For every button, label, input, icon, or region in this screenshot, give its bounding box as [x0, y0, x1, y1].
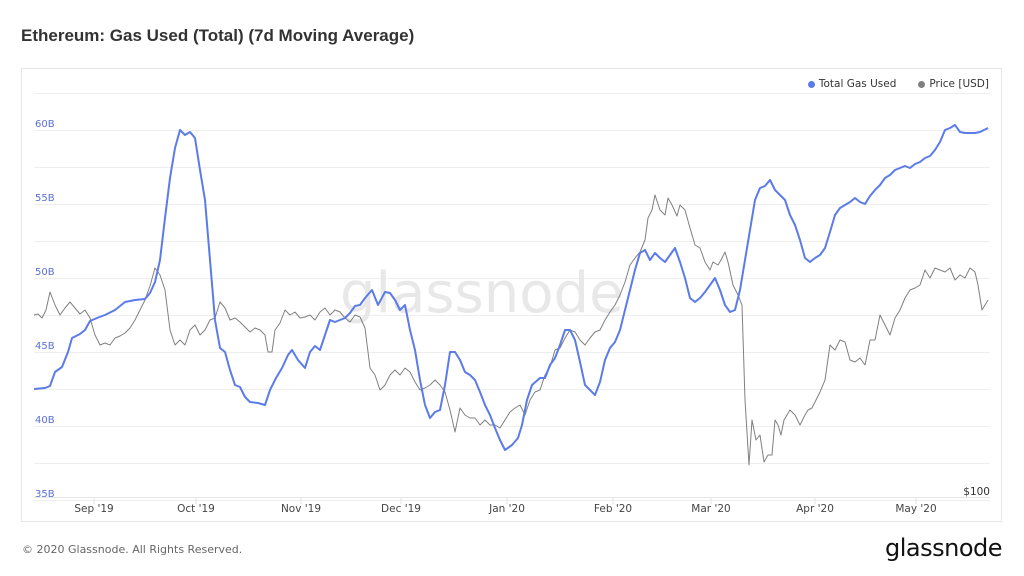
legend-item-gas[interactable]: Total Gas Used — [807, 78, 897, 90]
gridlines — [34, 93, 990, 501]
page-title: Ethereum: Gas Used (Total) (7d Moving Av… — [21, 26, 415, 45]
legend-label-price: Price [USD] — [929, 78, 989, 90]
y-tick-label: 55B — [35, 193, 55, 204]
gas-used-series-line — [33, 124, 989, 451]
x-axis-labels: Sep '19 Oct '19 Nov '19 Dec '19 Jan '20 Feb '… — [34, 497, 990, 515]
y-tick-label: 35B — [35, 489, 55, 500]
x-tick-label: May '20 — [895, 503, 936, 515]
y-tick-label: 60B — [35, 119, 55, 130]
copyright-text: © 2020 Glassnode. All Rights Reserved. — [22, 543, 243, 556]
x-tick-label: Mar '20 — [691, 503, 730, 515]
y-axis-labels: 35B 40B 45B 50B 55B 60B — [35, 119, 55, 500]
x-tick-label: Jan '20 — [488, 503, 525, 515]
x-tick-label: Apr '20 — [796, 503, 834, 515]
right-axis-label: $100 — [963, 486, 990, 498]
legend-dot-price-icon — [918, 80, 926, 88]
x-tick-label: Dec '19 — [381, 503, 421, 515]
y-tick-label: 45B — [35, 341, 55, 352]
price-series-line — [33, 194, 989, 466]
legend-label-gas: Total Gas Used — [818, 78, 897, 90]
x-tick-label: Feb '20 — [594, 503, 632, 515]
legend-item-price[interactable]: Price [USD] — [918, 78, 989, 90]
chart-legend: Total Gas Used Price [USD] — [807, 78, 989, 90]
y-tick-label: 50B — [35, 267, 55, 278]
x-tick-label: Oct '19 — [177, 503, 215, 515]
watermark: glassnode — [340, 261, 624, 326]
y-tick-label: 40B — [35, 415, 55, 426]
x-tick-label: Nov '19 — [281, 503, 321, 515]
legend-dot-gas-icon — [807, 80, 815, 88]
x-tick-label: Sep '19 — [74, 503, 113, 515]
glassnode-logo[interactable]: glassnode — [884, 534, 1003, 562]
